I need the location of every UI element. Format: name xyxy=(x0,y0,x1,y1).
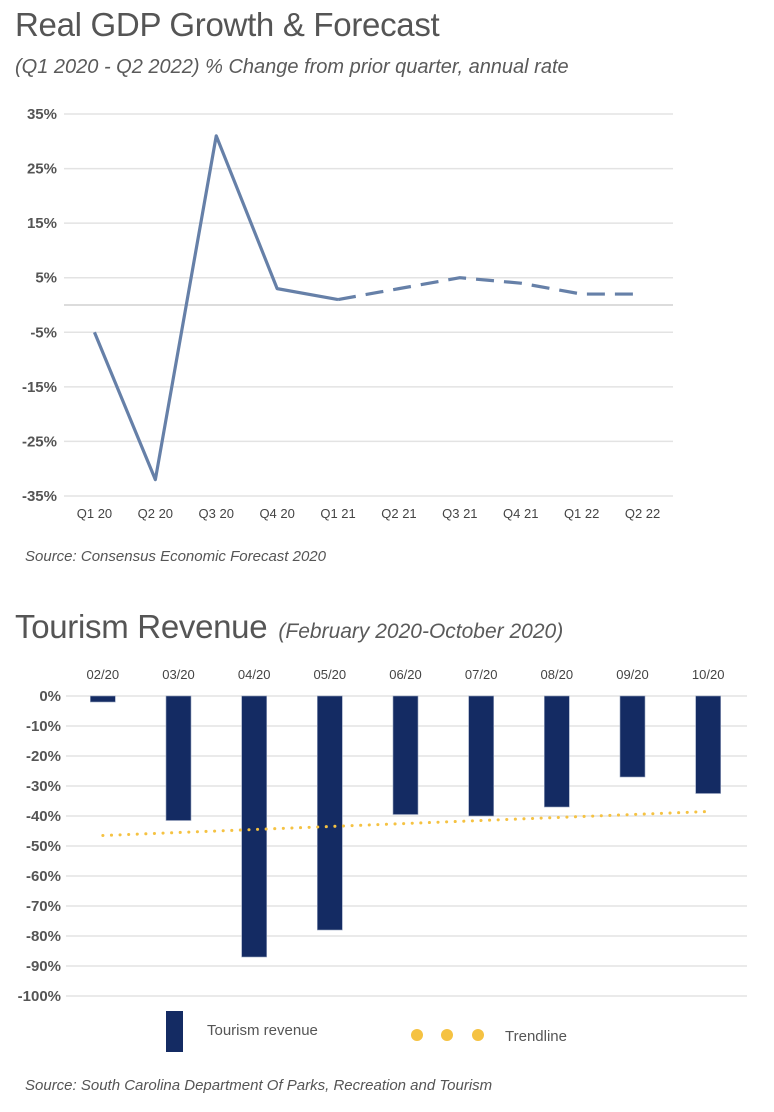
x-tick-label: 04/20 xyxy=(238,667,271,682)
legend-dot xyxy=(441,1029,453,1041)
y-tick-label: 0% xyxy=(39,688,61,705)
gdp-chart-subtitle: (Q1 2020 - Q2 2022) % Change from prior … xyxy=(15,56,569,78)
y-tick-label: -5% xyxy=(30,324,57,341)
bar-03-20 xyxy=(165,695,192,821)
gdp-source-note: Source: Consensus Economic Forecast 2020 xyxy=(25,548,326,565)
bar-04-20 xyxy=(241,695,267,958)
x-tick-label: Q4 21 xyxy=(503,506,538,521)
y-tick-label: 25% xyxy=(27,161,57,178)
x-tick-label: Q4 20 xyxy=(259,506,294,521)
bar-08-20 xyxy=(544,695,570,808)
x-tick-label: 03/20 xyxy=(162,667,195,682)
x-tick-label: Q1 20 xyxy=(77,506,112,521)
legend-label-trendline: Trendline xyxy=(505,1028,567,1045)
series-line-actual xyxy=(92,134,339,482)
bar-06-20 xyxy=(392,695,419,815)
y-tick-label: -90% xyxy=(26,958,61,975)
y-tick-label: -10% xyxy=(26,718,61,735)
bar-07-20 xyxy=(468,695,494,817)
x-tick-label: 05/20 xyxy=(314,667,347,682)
y-tick-label: -40% xyxy=(26,808,61,825)
series-line-forecast xyxy=(337,276,643,302)
y-tick-label: -20% xyxy=(26,748,61,765)
legend-label-tourism-revenue: Tourism revenue xyxy=(207,1022,318,1039)
tourism-chart-title: Tourism Revenue xyxy=(15,608,268,645)
x-tick-label: Q1 21 xyxy=(320,506,355,521)
y-tick-label: -70% xyxy=(26,898,61,915)
y-tick-label: -100% xyxy=(18,988,61,1005)
legend-dot xyxy=(472,1029,484,1041)
gdp-line-chart: 35% 25% 15% 5% -5% -15% -25% -35% Q1 20 Q2 20 Q3 2… xyxy=(22,106,673,521)
bar-10-20 xyxy=(695,695,721,794)
x-tick-label: 07/20 xyxy=(465,667,498,682)
x-tick-label: Q3 20 xyxy=(199,506,234,521)
y-tick-label: -30% xyxy=(26,778,61,795)
trendline xyxy=(101,810,710,837)
tourism-title-row: Tourism Revenue (February 2020-October 2… xyxy=(15,608,563,646)
tourism-chart-subtitle: (February 2020-October 2020) xyxy=(278,620,564,643)
bar-05-20 xyxy=(317,695,343,931)
x-tick-label: 09/20 xyxy=(616,667,649,682)
x-tick-label: 10/20 xyxy=(692,667,725,682)
y-tick-label: -60% xyxy=(26,868,61,885)
gdp-chart-title: Real GDP Growth & Forecast xyxy=(15,6,440,43)
y-tick-label: -35% xyxy=(22,488,57,505)
x-tick-label: Q1 22 xyxy=(564,506,599,521)
x-tick-label: 02/20 xyxy=(87,667,120,682)
y-tick-label: 15% xyxy=(27,215,57,232)
y-tick-label: -25% xyxy=(22,433,57,450)
y-tick-label: -80% xyxy=(26,928,61,945)
y-tick-label: -50% xyxy=(26,838,61,855)
y-tick-label: 5% xyxy=(35,270,57,287)
bar-02-20 xyxy=(90,695,116,703)
x-tick-label: Q2 21 xyxy=(381,506,416,521)
x-tick-label: Q2 20 xyxy=(138,506,173,521)
x-tick-label: 08/20 xyxy=(541,667,574,682)
legend-bar-swatch xyxy=(166,1011,183,1052)
x-tick-label: 06/20 xyxy=(389,667,422,682)
x-tick-label: Q2 22 xyxy=(625,506,660,521)
bar-09-20 xyxy=(619,695,646,778)
tourism-source-note: Source: South Carolina Department Of Par… xyxy=(25,1077,493,1094)
y-tick-label: 35% xyxy=(27,106,57,123)
legend-dot xyxy=(411,1029,423,1041)
y-tick-label: -15% xyxy=(22,379,57,396)
x-tick-label: Q3 21 xyxy=(442,506,477,521)
